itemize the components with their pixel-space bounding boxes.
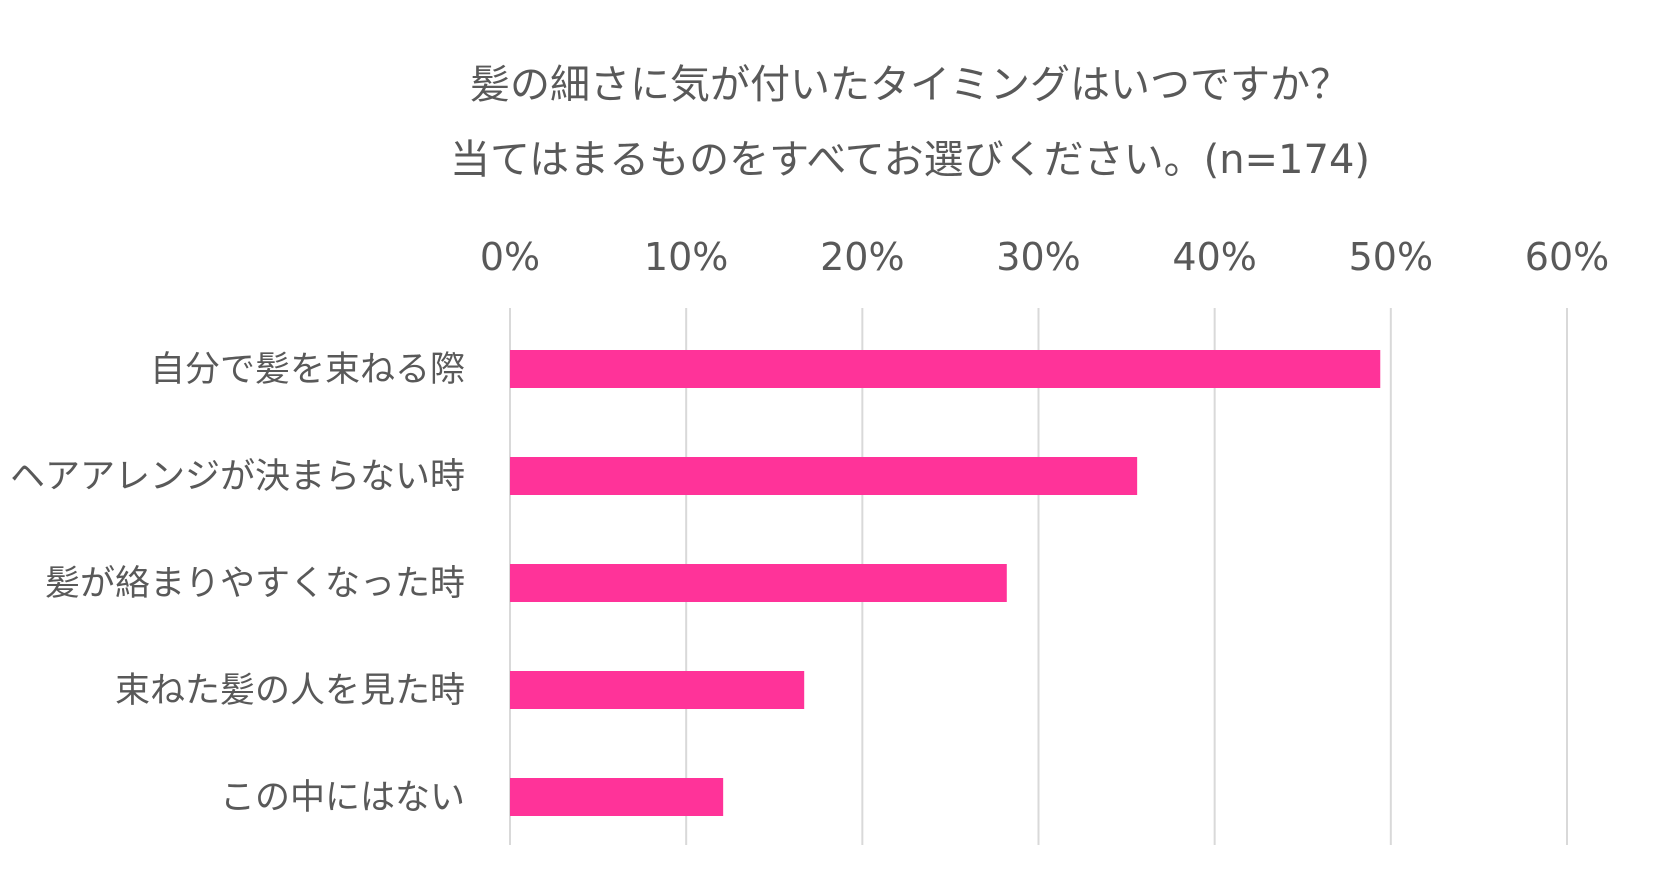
x-tick-label: 0% — [480, 235, 540, 279]
bars — [510, 350, 1381, 816]
chart-title: 髪の細さに気が付いたタイミングはいつですか？ — [470, 62, 1350, 108]
category-labels: 自分で髪を束ねる際ヘアアレンジが決まらない時髪が絡まりやすくなった時束ねた髪の人… — [10, 350, 465, 818]
bar — [510, 350, 1381, 388]
category-label: この中にはない — [220, 778, 465, 818]
x-tick-label: 50% — [1349, 235, 1433, 279]
chart-subtitle: 当てはまるものをすべてお選びください。(n=174) — [450, 137, 1370, 183]
x-tick-label: 20% — [820, 235, 904, 279]
x-tick-label: 10% — [644, 235, 728, 279]
bar — [510, 778, 724, 816]
category-label: 髪が絡まりやすくなった時 — [45, 564, 465, 604]
bar — [510, 564, 1007, 602]
bar — [510, 671, 805, 709]
category-label: 自分で髪を束ねる際 — [150, 350, 465, 390]
category-label: ヘアアレンジが決まらない時 — [10, 457, 465, 497]
x-tick-label: 60% — [1525, 235, 1609, 279]
x-tick-label: 40% — [1172, 235, 1256, 279]
x-axis-tick-labels: 0% 10% 20% 30% 40% 50% 60% — [480, 235, 1609, 279]
x-tick-label: 30% — [996, 235, 1080, 279]
bar — [510, 457, 1138, 495]
category-label: 束ねた髪の人を見た時 — [115, 671, 465, 711]
